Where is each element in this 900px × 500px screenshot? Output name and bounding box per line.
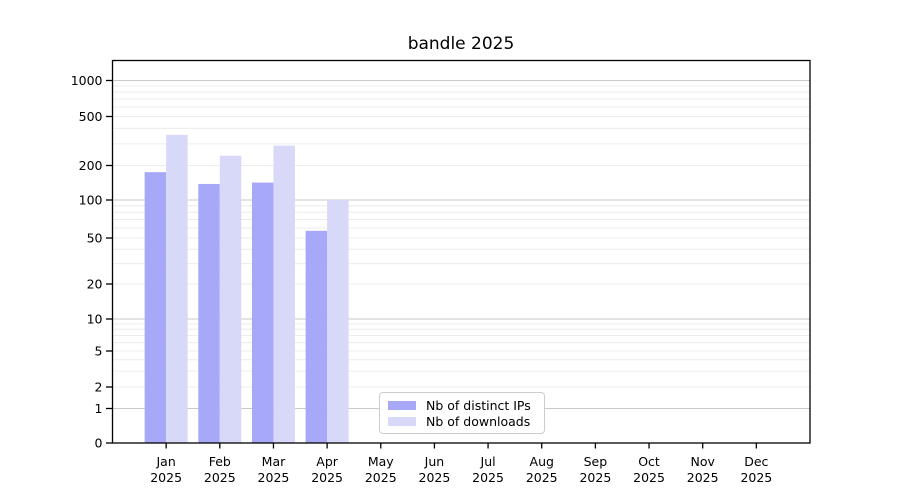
x-tick-label-year: 2025 (740, 470, 772, 485)
y-tick-label: 20 (87, 276, 103, 291)
chart-title: bandle 2025 (407, 34, 515, 54)
legend-item-downloads: Nb of downloads (388, 414, 535, 429)
x-tick-label-month: Mar (262, 454, 286, 469)
x-tick-label-month: Nov (690, 454, 715, 469)
x-tick-label-year: 2025 (633, 470, 665, 485)
y-tick-label: 200 (79, 158, 103, 173)
x-tick-label-month: Sep (584, 454, 608, 469)
bar-distinct-ips-apr (305, 230, 328, 443)
x-tick-label-month: Oct (638, 454, 660, 469)
x-tick-label-year: 2025 (687, 470, 719, 485)
chart-legend: Nb of distinct IPs Nb of downloads (379, 392, 545, 434)
x-tick-label-month: Dec (744, 454, 768, 469)
y-tick-label: 10 (87, 311, 103, 326)
legend-label-distinct-ips: Nb of distinct IPs (426, 397, 531, 413)
bar-downloads-jan (166, 134, 188, 444)
bar-downloads-feb (219, 155, 242, 443)
x-tick-label-year: 2025 (311, 470, 343, 485)
x-tick-label-month: Jan (156, 454, 176, 469)
x-tick-label-year: 2025 (258, 470, 290, 485)
y-tick-label: 1000 (71, 73, 103, 88)
x-tick-label-year: 2025 (365, 470, 397, 485)
bar-distinct-ips-feb (198, 183, 220, 443)
x-tick-label-month: Aug (530, 454, 554, 469)
y-tick-label: 100 (79, 192, 103, 207)
x-tick-label-year: 2025 (579, 470, 611, 485)
bar-distinct-ips-jan (144, 172, 167, 443)
y-tick-label: 2 (95, 380, 103, 395)
bar-distinct-ips-mar (251, 182, 274, 443)
x-tick-label-year: 2025 (150, 470, 182, 485)
legend-swatch-distinct-ips-icon (388, 400, 416, 410)
y-tick-label: 50 (87, 231, 103, 246)
x-tick-label-month: Apr (316, 454, 338, 469)
x-tick-label-year: 2025 (204, 470, 236, 485)
legend-swatch-downloads-icon (388, 416, 416, 426)
legend-label-downloads: Nb of downloads (426, 413, 531, 429)
x-tick-label-year: 2025 (526, 470, 558, 485)
bar-downloads-mar (273, 145, 295, 443)
x-tick-label-month: Jun (424, 454, 445, 469)
bar-downloads-apr (327, 199, 349, 443)
plot-border (111, 59, 811, 444)
y-tick-label: 0 (95, 436, 103, 451)
legend-item-distinct-ips: Nb of distinct IPs (388, 398, 535, 413)
x-tick-label-year: 2025 (472, 470, 504, 485)
x-tick-label-month: Feb (209, 454, 231, 469)
y-tick-label: 500 (79, 109, 103, 124)
x-tick-label-month: Jul (480, 454, 496, 469)
y-tick-label: 5 (95, 344, 103, 359)
x-tick-label-month: May (368, 454, 394, 469)
x-tick-label-year: 2025 (419, 470, 451, 485)
y-tick-label: 1 (95, 401, 103, 416)
